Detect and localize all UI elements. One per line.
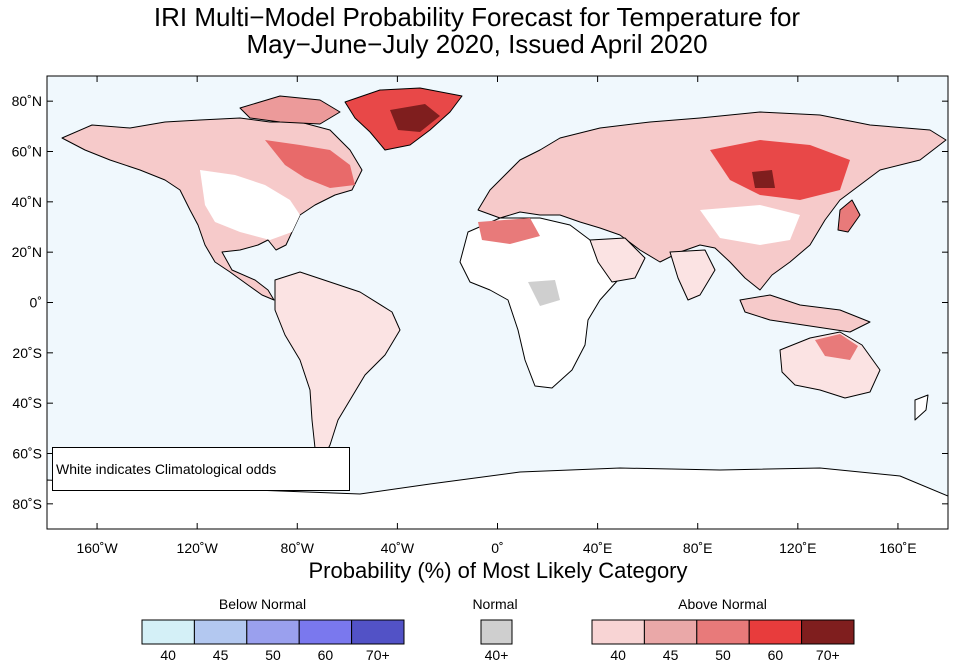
india-landmass <box>669 249 716 301</box>
chart-title-line-2: May−June−July 2020, Issued April 2020 <box>246 29 708 59</box>
new-zealand-landmass <box>914 394 929 421</box>
siberia-darkest-region <box>752 170 775 188</box>
north-america-hot-region <box>265 140 355 188</box>
legend-tick-above-1: 45 <box>662 647 679 663</box>
legend-tick-below-1: 45 <box>212 647 229 663</box>
north-america-white-region <box>200 170 300 240</box>
legend-below-normal-label: Below Normal <box>218 596 307 612</box>
lon-tick-label: 40˚E <box>583 540 613 556</box>
legend-swatch-above-1 <box>643 619 698 645</box>
probability-axis-title: Probability (%) of Most Likely Category <box>308 558 688 583</box>
lon-tick-label: 80˚W <box>281 540 315 556</box>
lat-tick-label: 40˚S <box>12 395 42 411</box>
legend-tick-below-3: 60 <box>317 647 334 663</box>
legend-tick-below-4: 70+ <box>365 647 390 663</box>
asia-white-region <box>700 205 800 245</box>
lat-tick-label: 20˚N <box>12 244 42 260</box>
maritime-se-asia <box>739 294 871 333</box>
legend-tick-normal-0: 40+ <box>484 647 509 663</box>
lat-tick-label: 60˚S <box>12 446 42 462</box>
legend-swatch-above-3 <box>748 619 803 645</box>
climatology-note: White indicates Climatological odds <box>52 447 350 491</box>
lat-tick-label: 80˚S <box>12 496 42 512</box>
legend-swatch-below-4 <box>351 619 405 645</box>
lon-tick-label: 40˚W <box>381 540 415 556</box>
legend-swatch-above-0 <box>591 619 645 645</box>
legend-tick-above-3: 60 <box>767 647 784 663</box>
legend-tick-above-2: 50 <box>715 647 731 663</box>
legend-normal-label: Normal <box>472 596 518 612</box>
lon-tick-label: 120˚E <box>779 540 816 556</box>
lat-tick-label: 40˚N <box>12 194 42 210</box>
legend-swatch-above-4 <box>801 619 855 645</box>
japan-landmass <box>837 199 861 233</box>
lon-tick-label: 160˚E <box>879 540 916 556</box>
greenland-darkest-region <box>390 104 440 132</box>
legend-swatch-normal-0 <box>480 619 513 645</box>
lat-tick-label: 0˚ <box>30 295 42 311</box>
lon-tick-label: 0˚ <box>491 540 503 556</box>
legend-swatch-above-2 <box>696 619 750 645</box>
lat-tick-label: 20˚S <box>12 345 42 361</box>
chart-title-line-1: IRI Multi−Model Probability Forecast for… <box>153 2 801 32</box>
legend-tick-above-4: 70+ <box>815 647 840 663</box>
legend-tick-below-0: 40 <box>160 647 176 663</box>
siberia-hot-region <box>710 140 850 200</box>
legend-swatch-below-1 <box>193 619 248 645</box>
lon-tick-label: 160˚W <box>76 540 118 556</box>
lon-tick-label: 80˚E <box>683 540 713 556</box>
lon-tick-label: 120˚W <box>177 540 219 556</box>
arctic-archipelago <box>239 95 341 125</box>
lat-tick-label: 80˚N <box>12 93 42 109</box>
climatology-note-text: White indicates Climatological odds <box>56 461 277 477</box>
south-america-landmass <box>274 271 401 461</box>
arabia-landmass <box>589 237 646 283</box>
legend-tick-below-2: 50 <box>265 647 281 663</box>
lat-tick-label: 60˚N <box>12 144 42 160</box>
legend-swatch-below-0 <box>141 619 195 645</box>
legend-tick-above-0: 40 <box>610 647 626 663</box>
legend-swatch-below-2 <box>246 619 300 645</box>
africa-normal-region <box>528 280 560 306</box>
africa-north-hot-region <box>478 218 540 244</box>
antarctica-landmass <box>47 467 948 529</box>
legend-above-normal-label: Above Normal <box>678 596 767 612</box>
australia-hot-region <box>815 334 858 360</box>
legend-swatch-below-3 <box>298 619 353 645</box>
